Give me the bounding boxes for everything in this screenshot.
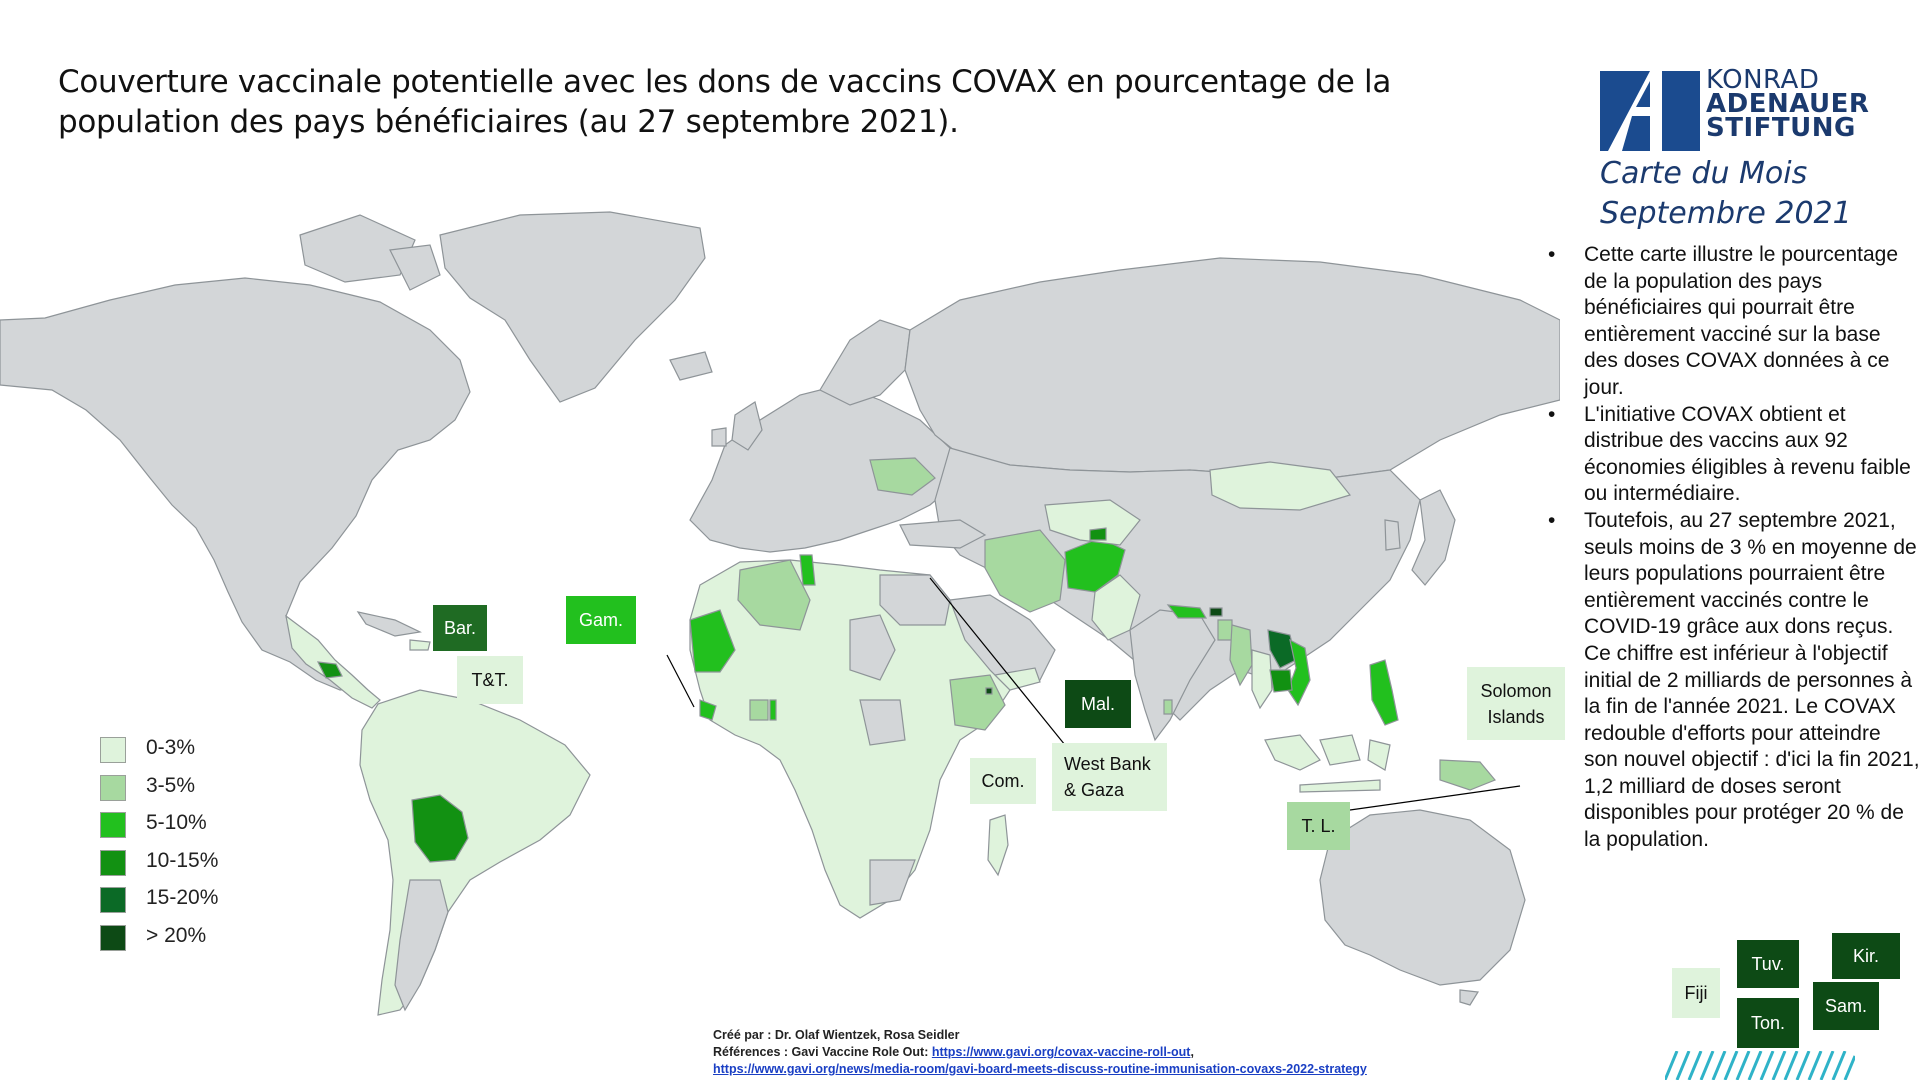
label-solomon-islands: Solomon Islands <box>1467 667 1565 740</box>
myanmar-shape <box>1229 624 1253 687</box>
label-timor-leste: T. L. <box>1287 802 1350 850</box>
mongolia-shape <box>1209 461 1352 511</box>
thailand-shape <box>1251 649 1273 710</box>
iceland-shape <box>669 351 713 381</box>
ukraine-shape <box>869 457 936 496</box>
iran-shape <box>984 529 1066 613</box>
russia-shape <box>904 257 1560 479</box>
logo-line-3: STIFTUNG <box>1706 113 1856 143</box>
map-of-month-subtitle: Carte du Mois Septembre 2021 <box>1600 154 1910 234</box>
tunisia-shape <box>799 554 816 586</box>
label-trinidad: T&T. <box>457 656 523 704</box>
yemen-shape <box>993 667 1041 691</box>
map-title: Couverture vaccinale potentielle avec le… <box>58 64 1392 140</box>
credits-link-2-line: https://www.gavi.org/news/media-room/gav… <box>713 1061 1367 1078</box>
legend-swatch <box>100 737 126 763</box>
label-maldives: Mal. <box>1065 680 1131 728</box>
bullet-text: Toutefois, au 27 septembre 2021, seuls m… <box>1584 508 1917 639</box>
reference-link-1[interactable]: https://www.gavi.org/covax-vaccine-roll-… <box>931 1045 1191 1059</box>
png-shape <box>1439 759 1496 791</box>
nepal-shape <box>1166 604 1208 619</box>
indonesia-shape <box>1264 734 1321 771</box>
philippines-shape <box>1369 659 1399 726</box>
legend-swatch <box>100 812 126 838</box>
scandinavia-shape <box>819 319 911 406</box>
bullet-item: • L'initiative COVAX obtient et distribue… <box>1548 402 1920 508</box>
legend-swatch <box>100 774 126 801</box>
label-tonga: Ton. <box>1737 998 1799 1048</box>
label-west-bank-gaza: West Bank & Gaza <box>1052 743 1167 811</box>
kas-logo-text: KONRAD ADENAUER STIFTUNG <box>1706 65 1870 143</box>
central-america-shape <box>285 614 381 709</box>
legend-label: 5-10% <box>146 811 207 834</box>
legend-swatch <box>100 924 126 951</box>
egypt-libya-shape <box>879 574 951 626</box>
kas-logo-mark-icon <box>1600 71 1700 151</box>
bullet-item: • Toutefois, au 27 septembre 2021, seuls … <box>1548 508 1920 641</box>
subtitle-line-2: Septembre 2021 <box>1600 196 1852 231</box>
legend-label: 15-20% <box>146 886 219 909</box>
laos-shape <box>1267 629 1297 669</box>
subtitle-line-1: Carte du Mois <box>1600 156 1808 191</box>
label-comoros: Com. <box>970 758 1036 804</box>
credits-references: Références : Gavi Vaccine Role Out: http… <box>713 1044 1367 1061</box>
reference-link-1-suffix: , <box>1190 1045 1194 1059</box>
bullet-item: • Cette carte illustre le pourcentage de … <box>1548 242 1920 402</box>
south-america-shape <box>359 689 591 1016</box>
legend-swatch <box>100 849 126 876</box>
description-bullets: • Cette carte illustre le pourcentage de … <box>1548 242 1920 854</box>
bullet-dot-icon: • <box>1548 402 1556 426</box>
label-gambia: Gam. <box>566 596 636 644</box>
world-map <box>0 211 1560 1016</box>
legend-label: 3-5% <box>146 773 196 797</box>
bullet-text: L'initiative COVAX obtient et distribue … <box>1584 402 1911 506</box>
legend-label: 10-15% <box>146 848 219 872</box>
credits-created-by: Créé par : Dr. Olaf Wientzek, Rosa Seidl… <box>713 1028 960 1042</box>
arabia-shape <box>949 594 1056 691</box>
gambia-leader <box>666 654 695 708</box>
mauritania-shape <box>689 609 736 673</box>
label-tuvalu: Tuv. <box>1737 940 1799 988</box>
legend-swatch <box>100 887 126 913</box>
uk-shape <box>731 401 763 451</box>
bullet-text: Cette carte illustre le pourcentage de l… <box>1584 243 1899 399</box>
bullet-dot-icon: • <box>1548 508 1556 532</box>
africa-shape <box>689 559 1011 919</box>
label-kiribati: Kir. <box>1832 933 1900 979</box>
madagascar-shape <box>987 814 1009 877</box>
decorative-hatch-icon <box>1665 1051 1855 1080</box>
greenland-shape <box>439 211 706 403</box>
label-barbados: Bar. <box>433 605 487 651</box>
bullet-dot-icon: • <box>1548 243 1556 266</box>
chile-argentina-shape <box>394 879 449 1012</box>
japan-shape <box>1411 489 1456 586</box>
reference-link-2[interactable]: https://www.gavi.org/news/media-room/gav… <box>713 1062 1367 1076</box>
logo-line-1: KONRAD <box>1706 65 1820 95</box>
arctic-islands-shape <box>299 214 416 283</box>
algeria-shape <box>737 559 811 631</box>
logo-line-2: ADENAUER <box>1706 89 1870 119</box>
vietnam-shape <box>1287 638 1311 707</box>
references-prefix: Références : Gavi Vaccine Role Out: <box>713 1045 932 1059</box>
label-samoa: Sam. <box>1813 982 1879 1030</box>
honduras-shape <box>316 661 343 679</box>
turkey-shape <box>899 519 987 549</box>
bolivia-shape <box>411 794 469 863</box>
legend-label: > 20% <box>146 923 207 947</box>
timor-leader <box>1349 785 1521 811</box>
westbank-leader <box>929 577 1066 746</box>
bullet-continuation: Ce chiffre est inférieur à l'objectif in… <box>1584 641 1920 852</box>
cambodia-shape <box>1269 669 1293 693</box>
legend-label: 0-3% <box>146 736 196 759</box>
label-fiji: Fiji <box>1672 968 1720 1018</box>
credits: Créé par : Dr. Olaf Wientzek, Rosa Seidl… <box>713 1027 1367 1078</box>
central-asia-shape <box>1044 499 1141 546</box>
australia-shape <box>1319 809 1526 986</box>
